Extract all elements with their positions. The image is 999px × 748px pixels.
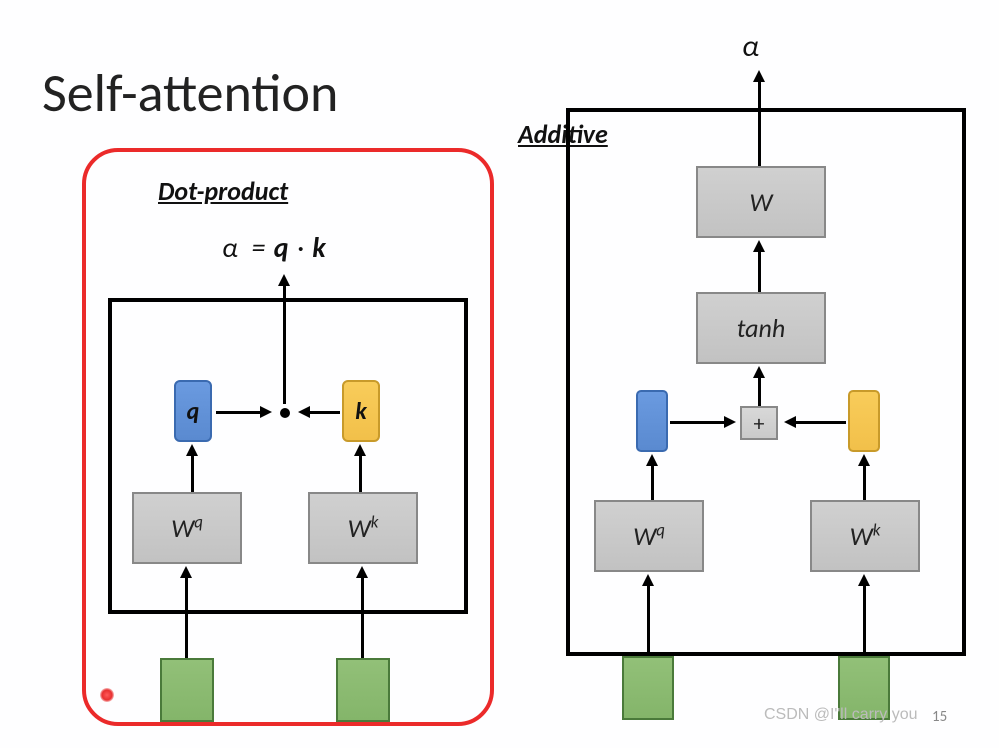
input-q-box <box>160 658 214 722</box>
wk-box-right: Wk <box>810 500 920 572</box>
wk-label-right: Wk <box>850 520 881 553</box>
input-k-box <box>336 658 390 722</box>
plus-label: + <box>754 410 765 437</box>
arrow-head <box>298 406 310 418</box>
arrow-head <box>784 416 796 428</box>
arrow <box>359 454 362 492</box>
page-title: Self-attention <box>42 60 338 126</box>
q-vector-box: q <box>174 380 212 442</box>
alpha-output: α <box>742 28 759 65</box>
arrow <box>758 376 761 406</box>
arrow-head <box>858 454 870 466</box>
tanh-label: tanh <box>737 312 785 344</box>
equation-rest: = q · k <box>244 230 327 265</box>
wq-box-right: Wq <box>594 500 704 572</box>
dotproduct-equation: α = q · k <box>222 230 327 265</box>
k-vector-box-right <box>848 390 880 452</box>
w-label: W <box>749 186 772 218</box>
wk-label: Wk <box>348 512 379 545</box>
wq-label-right: Wq <box>633 520 665 553</box>
arrow-head <box>858 574 870 586</box>
w-box: W <box>696 166 826 238</box>
arrow <box>308 411 340 414</box>
laser-pointer-dot <box>100 688 114 702</box>
arrow-head <box>642 574 654 586</box>
k-vector-box: k <box>342 380 380 442</box>
arrow-head <box>753 70 765 82</box>
arrow-head <box>646 454 658 466</box>
arrow-head <box>186 444 198 456</box>
arrow-head <box>180 566 192 578</box>
arrow <box>651 464 654 500</box>
arrow <box>758 250 761 292</box>
arrow <box>647 584 650 656</box>
alpha-symbol: α <box>222 230 238 265</box>
arrow <box>216 411 262 414</box>
arrow-head <box>354 444 366 456</box>
arrow <box>670 421 726 424</box>
arrow-head <box>356 566 368 578</box>
dot-operator <box>280 408 290 418</box>
arrow <box>283 284 286 404</box>
arrow-head <box>260 406 272 418</box>
tanh-box: tanh <box>696 292 826 364</box>
arrow <box>758 80 761 166</box>
dotproduct-black-rect <box>108 298 468 614</box>
wk-box: Wk <box>308 492 418 564</box>
arrow <box>361 576 364 658</box>
arrow-head <box>753 366 765 378</box>
arrow-head <box>753 240 765 252</box>
arrow-head <box>724 416 736 428</box>
arrow <box>863 464 866 500</box>
watermark-text: CSDN @I"ll carry you <box>764 706 918 724</box>
input-q-box-right <box>622 656 674 720</box>
wq-box: Wq <box>132 492 242 564</box>
arrow <box>191 454 194 492</box>
q-label: q <box>187 397 200 426</box>
page-number: 15 <box>932 708 947 726</box>
arrow-head <box>278 274 290 286</box>
wq-label: Wq <box>171 512 203 545</box>
arrow <box>185 576 188 658</box>
q-vector-box-right <box>636 390 668 452</box>
dotproduct-subtitle: Dot-product <box>158 175 288 207</box>
arrow <box>863 584 866 656</box>
arrow <box>794 421 846 424</box>
plus-box: + <box>740 406 778 440</box>
k-label: k <box>355 397 367 426</box>
